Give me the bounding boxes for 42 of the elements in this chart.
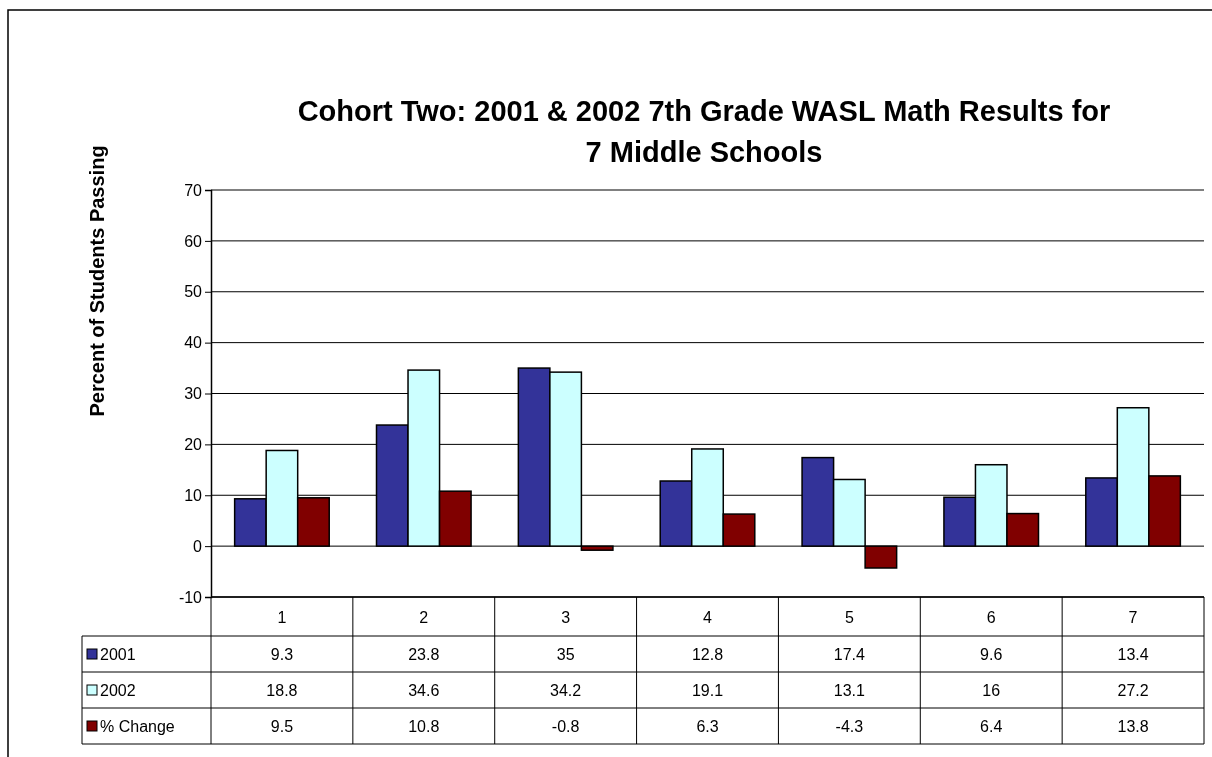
y-tick-label: 50 (184, 283, 203, 301)
data-label: 17.4 (833, 646, 866, 663)
x-tick-label: 3 (561, 608, 571, 626)
data-label: 35 (556, 646, 575, 663)
data-label: -4.3 (835, 718, 864, 735)
y-tick-label: 20 (184, 435, 203, 453)
x-tick-label: 7 (1128, 608, 1138, 626)
y-tick-label: 30 (184, 385, 203, 403)
y-tick-label: 40 (184, 334, 203, 352)
data-label: 12.8 (691, 646, 724, 663)
data-label: 9.5 (270, 718, 294, 735)
data-label: 6.3 (696, 718, 719, 735)
data-label: 13.8 (1117, 718, 1149, 735)
data-label: 9.3 (270, 646, 294, 663)
x-tick-label: 5 (844, 608, 854, 626)
y-tick-label: 10 (184, 486, 203, 504)
data-label: 19.1 (691, 682, 724, 699)
data-label: 34.2 (550, 682, 582, 699)
data-label: 18.8 (266, 682, 298, 699)
y-tick-label: 0 (193, 537, 203, 555)
data-label: 23.8 (408, 646, 440, 663)
data-label: 27.2 (1117, 682, 1149, 699)
data-label: 6.4 (980, 718, 1003, 735)
x-tick-label: 4 (703, 608, 713, 626)
data-label: 13.1 (833, 682, 866, 699)
x-tick-label: 6 (986, 608, 996, 626)
data-label: -0.8 (551, 718, 580, 735)
legend-label: 2001 (100, 646, 136, 663)
data-label: 16 (982, 682, 1001, 699)
x-tick-label: 1 (277, 608, 287, 626)
data-label: 34.6 (408, 682, 440, 699)
data-label: 9.6 (980, 646, 1003, 663)
data-label: 13.4 (1117, 646, 1149, 663)
y-tick-label: 60 (184, 232, 203, 250)
legend-label: 2002 (100, 682, 136, 699)
chart-title: Cohort Two: 2001 & 2002 7th Grade WASL Math Results for 7 Middle Schools (297, 95, 1111, 168)
y-tick-label: 70 (184, 181, 203, 199)
y-axis-title: Percent of Students Passing (86, 145, 108, 417)
y-tick-label: -10 (178, 588, 203, 606)
data-label: 10.8 (408, 718, 440, 735)
legend-label: % Change (100, 718, 175, 735)
x-tick-label: 2 (419, 608, 429, 626)
